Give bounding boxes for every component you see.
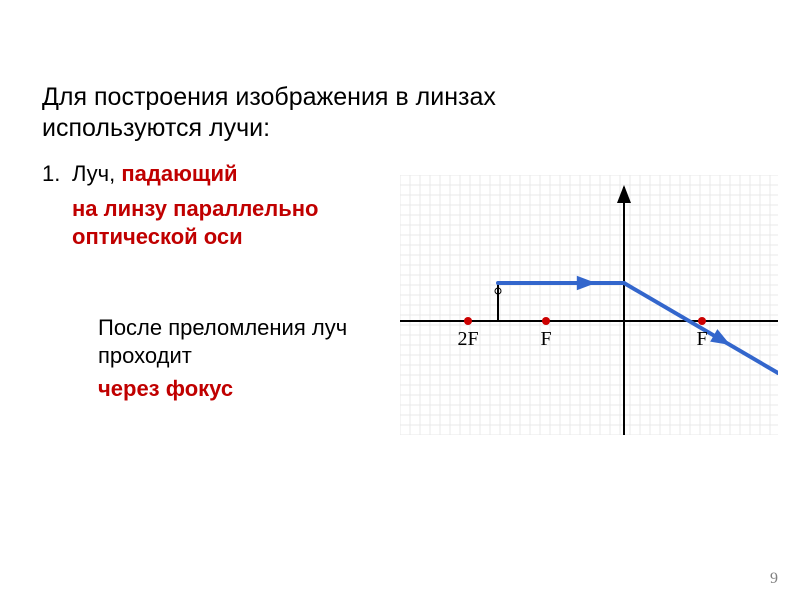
- text-segment-red: на линзу параллельно оптической оси: [72, 195, 392, 252]
- text-segment: Луч,: [72, 161, 121, 186]
- svg-text:F: F: [696, 328, 707, 350]
- list-item-1: 1. Луч, падающий на линзу параллельно оп…: [42, 160, 392, 252]
- list-content: Луч, падающий на линзу параллельно оптич…: [72, 160, 392, 252]
- text-segment-red: через фокус: [98, 375, 392, 404]
- slide: Для построения изображения в линзах испо…: [0, 0, 800, 600]
- svg-text:2F: 2F: [457, 328, 478, 350]
- svg-text:F: F: [540, 328, 551, 350]
- text-segment-red: падающий: [121, 161, 237, 186]
- diagram-svg: 2F F F: [400, 175, 778, 435]
- optics-diagram: 2F F F: [400, 175, 778, 435]
- body-text: 1. Луч, падающий на линзу параллельно оп…: [42, 160, 392, 404]
- text-segment: После преломления луч проходит: [98, 314, 392, 371]
- after-block: После преломления луч проходит через фок…: [98, 314, 392, 404]
- slide-title: Для построения изображения в линзах испо…: [42, 82, 602, 145]
- page-number: 9: [770, 570, 778, 588]
- list-number: 1.: [42, 160, 72, 252]
